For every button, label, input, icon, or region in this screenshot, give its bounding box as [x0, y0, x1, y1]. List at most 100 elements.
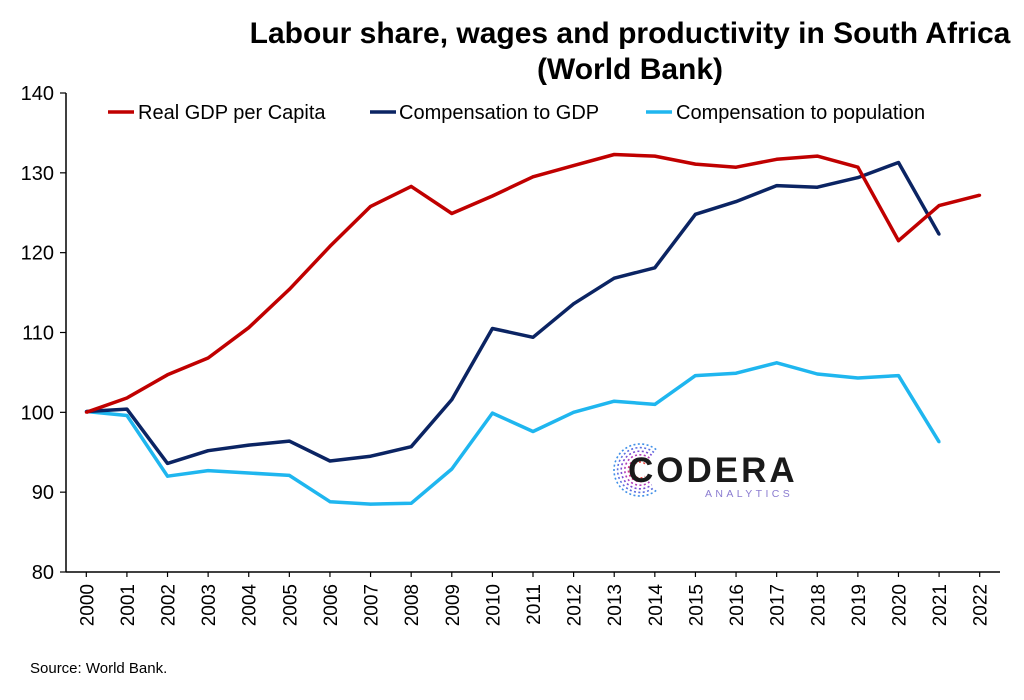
y-tick-label: 100	[21, 402, 54, 424]
data-point	[978, 193, 982, 197]
logo-arc	[613, 443, 657, 497]
chart-title-line1: Labour share, wages and productivity in …	[249, 17, 1011, 50]
data-point	[815, 185, 819, 189]
x-tick-label: 2010	[483, 584, 504, 626]
data-point	[897, 239, 900, 243]
data-point	[612, 276, 616, 280]
legend-label-2: Compensation to population	[676, 102, 925, 124]
data-point	[856, 165, 860, 169]
data-point	[897, 161, 900, 164]
data-point	[572, 164, 576, 168]
y-tick-label: 80	[32, 562, 54, 584]
y-tick-label: 90	[32, 482, 54, 504]
chart-title-line2: (World Bank)	[536, 53, 724, 86]
data-point	[693, 162, 697, 166]
x-tick-label: 2007	[362, 584, 383, 626]
data-point	[856, 376, 860, 380]
codera-logo: CODERA ANALYTICS	[613, 443, 798, 500]
x-tick-label: 2009	[443, 584, 464, 626]
data-point	[734, 165, 738, 169]
x-tick-label: 2004	[240, 584, 261, 627]
logo-arc	[624, 454, 650, 486]
data-point	[693, 212, 697, 216]
data-point	[409, 184, 413, 188]
y-tick-label: 130	[21, 163, 54, 185]
data-point	[531, 175, 535, 179]
x-tick-label: 2021	[930, 584, 951, 626]
data-point	[856, 176, 860, 180]
data-point	[247, 443, 251, 447]
x-tick-label: 2008	[402, 584, 423, 626]
chart-legend: Real GDP per Capita Compensation to GDP Co…	[108, 102, 925, 124]
data-point	[287, 439, 291, 443]
x-tick-label: 2013	[605, 584, 626, 626]
data-point	[287, 473, 291, 477]
x-tick-label: 2002	[159, 584, 180, 626]
legend-label-1: Compensation to GDP	[399, 102, 599, 124]
data-point	[409, 501, 413, 505]
data-point	[84, 410, 88, 414]
chart-title: Labour share, wages and productivity in …	[240, 16, 1020, 88]
data-point	[653, 266, 657, 270]
series-line-0	[85, 152, 981, 414]
codera-logo-mark-icon	[613, 443, 657, 497]
data-point	[653, 402, 657, 406]
data-point	[125, 414, 129, 417]
data-point	[612, 153, 616, 156]
data-point	[450, 467, 454, 471]
y-tick-label: 110	[22, 323, 54, 345]
x-tick-label: 2001	[118, 584, 139, 626]
data-point	[206, 449, 210, 453]
x-tick-label: 2000	[77, 584, 98, 626]
data-point	[775, 184, 779, 188]
data-point	[693, 374, 697, 378]
x-tick-label: 2005	[280, 584, 301, 626]
x-tick-label: 2003	[199, 584, 220, 626]
data-point	[328, 500, 332, 504]
y-tick-label: 120	[21, 243, 54, 265]
source-note: Source: World Bank.	[30, 660, 168, 677]
data-point	[815, 372, 819, 376]
data-point	[612, 399, 616, 403]
x-tick-label: 2016	[727, 584, 748, 626]
data-point	[937, 440, 941, 444]
x-tick-label: 2017	[768, 584, 789, 626]
chart-axes: 80 90 100 110 120 130 140 2000 2001 2002 2003 2004 2…	[21, 83, 1000, 626]
data-point	[572, 302, 576, 306]
data-point	[937, 204, 941, 208]
data-point	[328, 244, 332, 248]
data-point	[247, 471, 251, 475]
data-point	[775, 157, 779, 161]
x-tick-label: 2011	[524, 584, 545, 625]
data-point	[450, 398, 454, 402]
y-tick-label: 140	[21, 83, 54, 105]
x-tick-label: 2006	[321, 584, 342, 626]
data-point	[450, 212, 454, 215]
data-point	[409, 445, 413, 449]
x-tick-label: 2014	[646, 584, 667, 627]
data-point	[206, 356, 210, 360]
data-point	[369, 204, 373, 208]
data-point	[937, 232, 941, 236]
data-point	[125, 396, 129, 400]
logo-name: CODERA	[628, 451, 798, 490]
data-point	[490, 327, 494, 330]
data-point	[490, 194, 494, 198]
x-tick-label: 2019	[849, 584, 870, 626]
legend-label-0: Real GDP per Capita	[138, 102, 326, 124]
data-point	[653, 154, 657, 158]
data-point	[531, 430, 535, 433]
data-point	[206, 469, 210, 473]
x-tick-label: 2018	[808, 584, 829, 626]
data-point	[734, 200, 738, 204]
data-point	[166, 373, 169, 377]
x-tick-label: 2015	[686, 584, 707, 626]
chart-series	[84, 152, 982, 506]
data-point	[815, 154, 819, 158]
logo-arc	[631, 461, 646, 479]
logo-arc	[620, 450, 653, 490]
data-point	[572, 410, 576, 414]
data-point	[490, 411, 494, 415]
data-point	[166, 461, 169, 465]
